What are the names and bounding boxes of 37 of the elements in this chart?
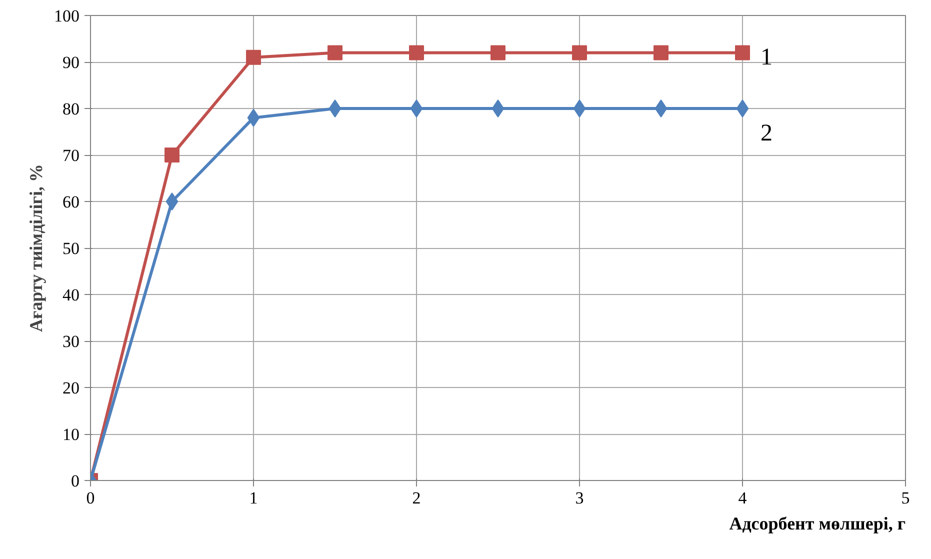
- y-tick-label: 50: [62, 239, 80, 258]
- x-tick-label: 0: [86, 488, 95, 508]
- x-tick-label: 5: [901, 488, 910, 508]
- series-label: 2: [760, 120, 772, 146]
- point: [736, 100, 749, 118]
- point: [573, 100, 586, 118]
- y-tick-label: 90: [62, 53, 80, 72]
- x-tick-label: 4: [738, 488, 748, 508]
- y-tick-label: 100: [54, 6, 80, 26]
- series-label: 1: [760, 44, 772, 71]
- x-tick-label: 1: [249, 488, 258, 508]
- y-tick-label: 60: [62, 192, 80, 212]
- y-tick-label: 30: [62, 332, 80, 351]
- y-tick-label: 10: [62, 425, 80, 444]
- point: [490, 45, 506, 60]
- point: [492, 100, 504, 118]
- point: [654, 100, 668, 118]
- point: [409, 45, 424, 60]
- point: [328, 100, 342, 118]
- point: [164, 148, 180, 162]
- x-tick-label: 3: [575, 488, 584, 508]
- point: [735, 45, 750, 60]
- point: [328, 45, 342, 60]
- y-tick-label: 20: [62, 378, 80, 398]
- y-tick-label: 0: [71, 472, 80, 490]
- y-tick-label: 80: [62, 100, 80, 118]
- point: [410, 100, 423, 118]
- point: [246, 50, 261, 65]
- point: [654, 45, 668, 60]
- point: [166, 192, 178, 210]
- x-axis-title: Адсорбент мөлшері, г: [729, 514, 906, 534]
- y-axis-title: Ағарту тиімділігі, %: [26, 164, 46, 332]
- y-tick-label: 40: [62, 286, 80, 304]
- point: [247, 108, 260, 127]
- point: [572, 45, 587, 60]
- x-tick-label: 2: [412, 488, 421, 508]
- y-tick-label: 70: [62, 146, 80, 165]
